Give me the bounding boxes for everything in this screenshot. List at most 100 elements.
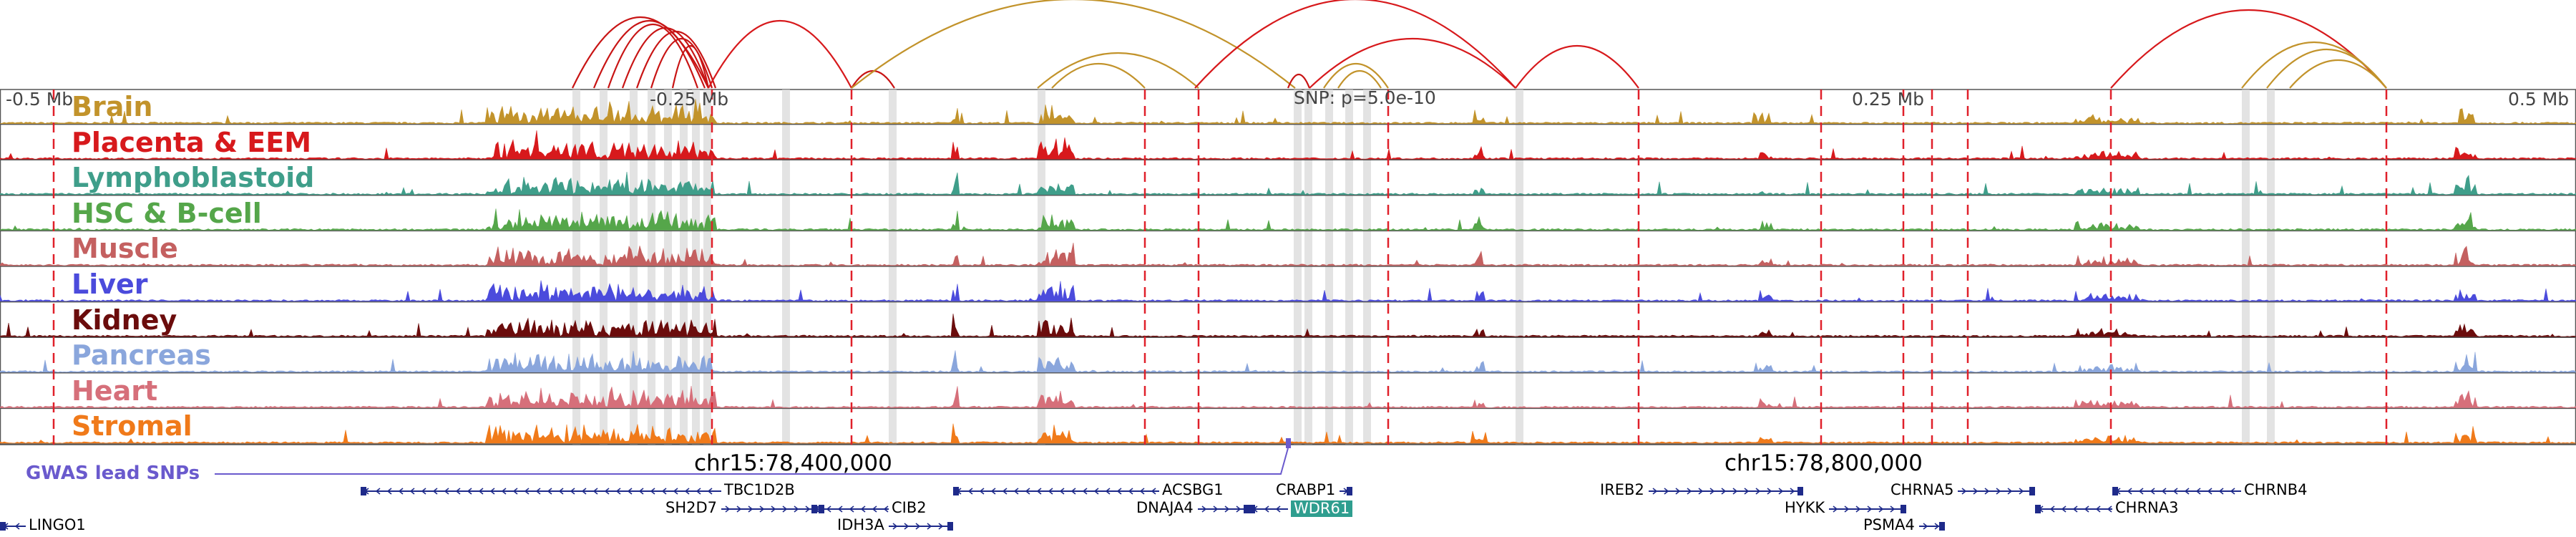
strand-arrow xyxy=(489,488,495,495)
coordinate-label-2: chr15:78,800,000 xyxy=(1724,450,1923,476)
strand-arrow xyxy=(581,488,587,495)
strand-arrow xyxy=(1275,505,1281,513)
gene-label-crabp1: CRABP1 xyxy=(1276,481,1336,498)
strand-arrow xyxy=(990,488,996,495)
gene-label-cib2: CIB2 xyxy=(892,499,927,516)
strand-arrow xyxy=(1059,488,1065,495)
strand-arrow xyxy=(1996,488,2001,495)
strand-arrow xyxy=(826,505,831,513)
strand-arrow xyxy=(570,488,575,495)
highlight-band xyxy=(782,90,790,445)
gwas-snp-connector xyxy=(215,448,1289,475)
strand-arrow xyxy=(725,505,731,513)
strand-arrow xyxy=(650,488,655,495)
strand-arrow xyxy=(892,523,898,530)
strand-arrow xyxy=(2095,505,2101,513)
signal-track xyxy=(0,208,2576,231)
strand-arrow xyxy=(748,505,753,513)
strand-arrow xyxy=(794,505,799,513)
snp-pvalue-label: SNP: p=5.0e-10 xyxy=(1294,87,1436,108)
strand-arrow xyxy=(2061,505,2067,513)
strand-arrow xyxy=(1128,488,1133,495)
strand-arrow xyxy=(673,488,678,495)
strand-arrow xyxy=(967,488,973,495)
strand-arrow xyxy=(1687,488,1692,495)
loop-arc xyxy=(1515,44,1639,89)
highlight-band xyxy=(2267,90,2275,445)
gene-exon xyxy=(953,487,959,495)
loop-arc xyxy=(1037,52,1199,89)
strand-arrow xyxy=(1224,505,1230,513)
gene-exon xyxy=(361,487,366,495)
strand-arrow xyxy=(684,488,690,495)
strand-arrow xyxy=(1984,488,1990,495)
strand-arrow xyxy=(627,488,633,495)
strand-arrow xyxy=(409,488,415,495)
strand-arrow xyxy=(14,523,20,530)
strand-arrow xyxy=(478,488,484,495)
strand-arrow xyxy=(1675,488,1681,495)
loop-arc xyxy=(621,27,710,89)
strand-arrow xyxy=(1867,505,1873,513)
gene-label-idh3a: IDH3A xyxy=(837,516,884,533)
highlight-band xyxy=(2242,90,2250,445)
loop-arc xyxy=(2289,59,2387,89)
gene-exon xyxy=(1347,487,1352,495)
strand-arrow xyxy=(927,523,932,530)
strand-arrow xyxy=(1855,505,1861,513)
track-label-muscle: Muscle xyxy=(72,233,178,265)
loop-arc xyxy=(1051,63,1146,89)
scale-label-mid-right: 0.25 Mb xyxy=(1852,89,1925,110)
track-label-stromal: Stromal xyxy=(72,410,192,442)
gene-label-ireb2: IREB2 xyxy=(1600,481,1644,498)
track-label-pancreas: Pancreas xyxy=(72,339,211,372)
gwas-snp-marker xyxy=(1286,438,1291,448)
highlight-band xyxy=(600,90,608,445)
signal-track xyxy=(0,171,2576,195)
strand-arrow xyxy=(2138,488,2144,495)
strand-arrow xyxy=(1116,488,1122,495)
track-label-heart: Heart xyxy=(72,374,158,407)
loop-arc xyxy=(851,0,1296,89)
strand-arrow xyxy=(1070,488,1076,495)
strand-arrow xyxy=(1767,488,1772,495)
loop-arc xyxy=(650,38,713,89)
strand-arrow xyxy=(1755,488,1761,495)
strand-arrow xyxy=(1652,488,1658,495)
gene-exon xyxy=(1901,505,1906,513)
signal-track xyxy=(0,243,2576,266)
loop-arc xyxy=(2110,9,2387,89)
strand-arrow xyxy=(805,505,811,513)
strand-arrow xyxy=(638,488,644,495)
highlight-band xyxy=(630,90,638,445)
gene-label-tbc1d2b: TBC1D2B xyxy=(724,481,795,498)
strand-arrow xyxy=(1151,488,1156,495)
strand-arrow xyxy=(904,523,909,530)
strand-arrow xyxy=(2049,505,2055,513)
strand-arrow xyxy=(2150,488,2155,495)
strand-arrow xyxy=(2218,488,2224,495)
loop-arc xyxy=(1337,69,1382,89)
signal-track xyxy=(0,385,2576,408)
track-label-lymphoblastoid: Lymphoblastoid xyxy=(72,162,315,194)
signal-track xyxy=(0,350,2576,373)
strand-arrow xyxy=(421,488,426,495)
strand-arrow xyxy=(535,488,541,495)
strand-arrow xyxy=(1082,488,1088,495)
gene-exon xyxy=(1797,487,1803,495)
strand-arrow xyxy=(1923,523,1928,530)
highlight-band xyxy=(1363,90,1371,445)
strand-arrow xyxy=(1744,488,1750,495)
strand-arrow xyxy=(524,488,530,495)
strand-arrow xyxy=(547,488,552,495)
track-label-hsc-b-cell: HSC & B-cell xyxy=(72,197,262,229)
strand-arrow xyxy=(2184,488,2190,495)
strand-arrow xyxy=(1790,488,1795,495)
signal-tracks xyxy=(0,89,2576,445)
strand-arrow xyxy=(1139,488,1145,495)
loop-arc xyxy=(671,44,710,89)
scale-label-right: 0.5 Mb xyxy=(2508,89,2570,110)
strand-arrow xyxy=(979,488,985,495)
